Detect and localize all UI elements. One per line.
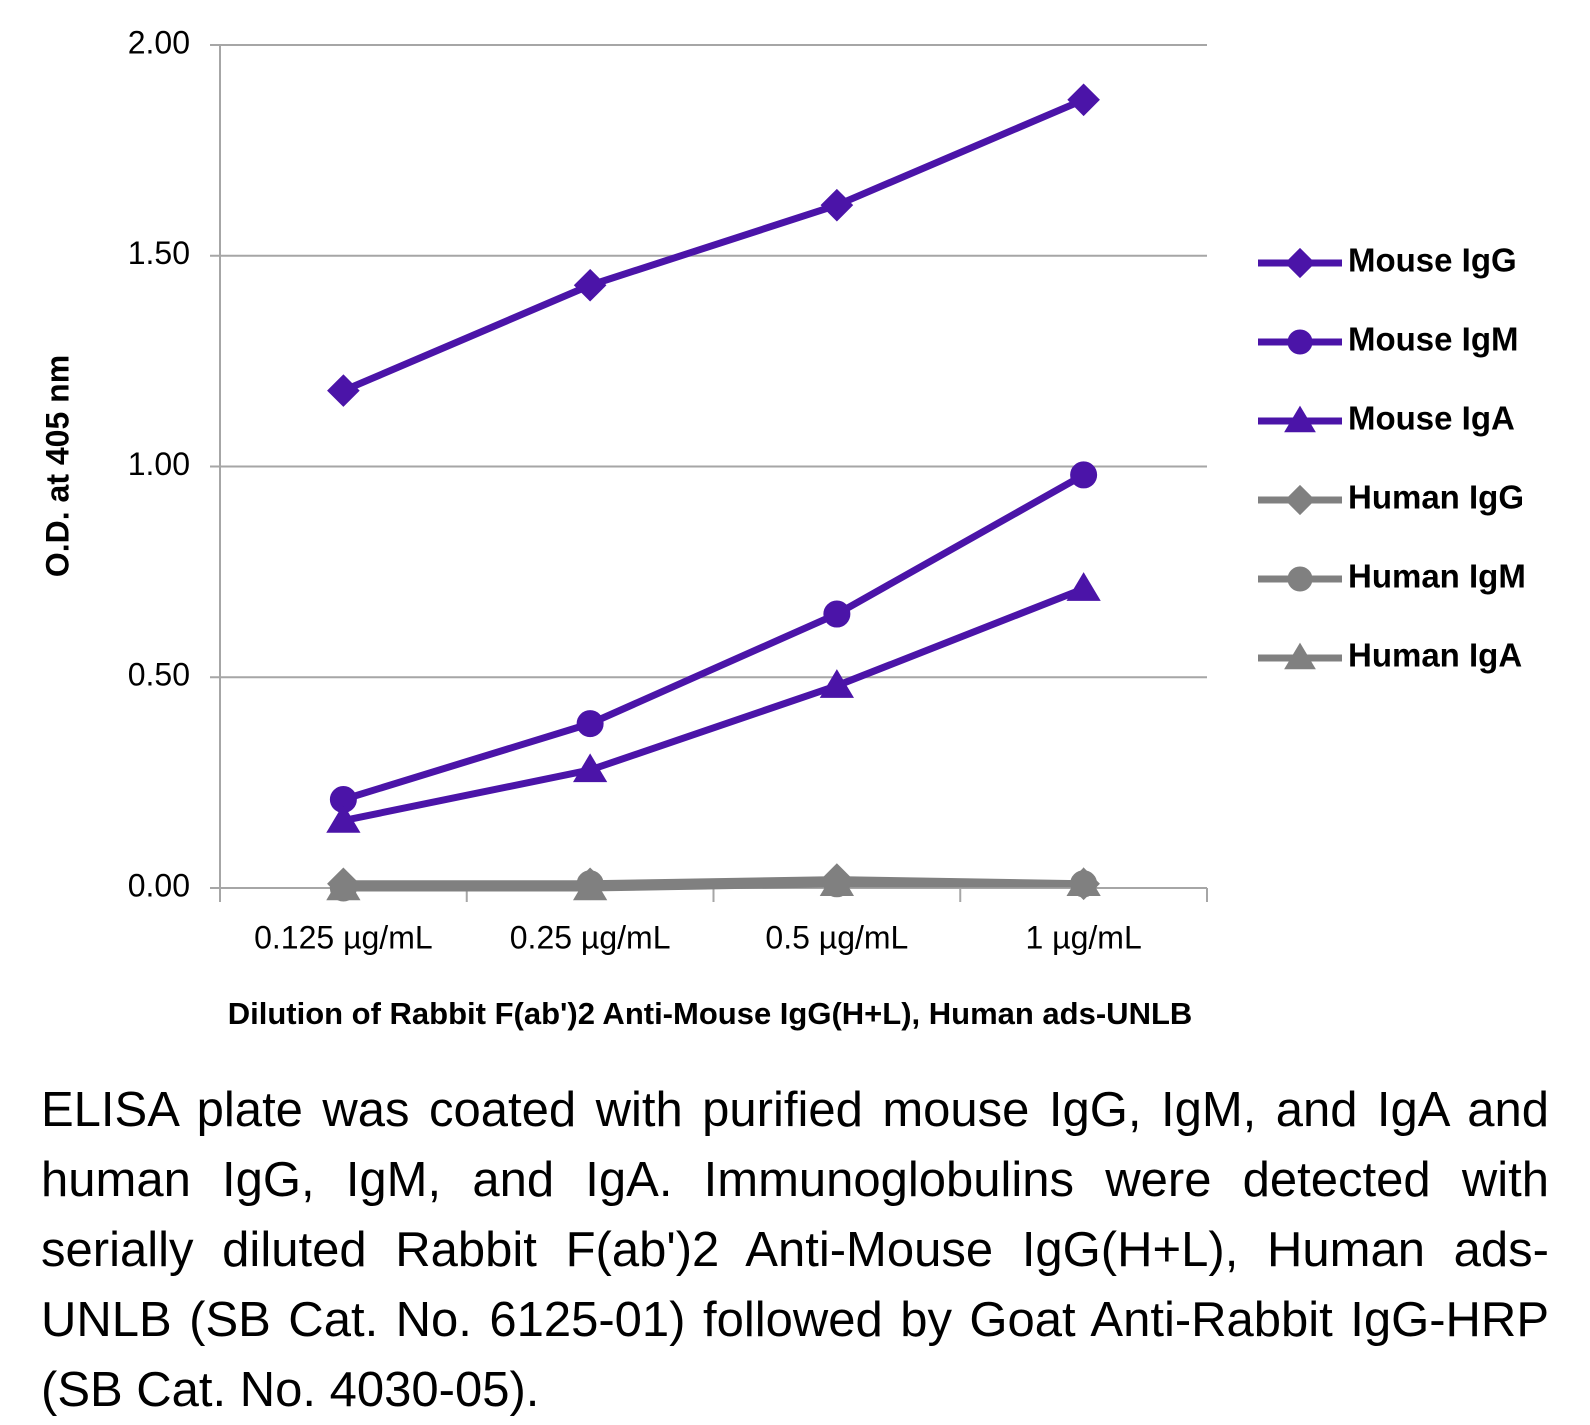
legend-marker [1287,566,1313,592]
data-point [572,871,608,901]
data-point [820,188,854,222]
x-tick-label: 0.5 µg/mL [765,919,908,955]
y-tick-label: 0.00 [128,867,190,903]
legend-label: Human IgM [1348,558,1526,595]
data-point [1066,572,1101,601]
x-tick-label: 0.25 µg/mL [510,919,671,955]
legend-marker [1284,405,1316,433]
y-tick-label: 1.00 [128,446,190,482]
data-point [819,669,855,698]
data-point [326,803,361,833]
chart: O.D. at 405 nm Dilution of Rabbit F(ab')… [39,24,1526,1031]
data-point [327,374,360,407]
y-axis-title: O.D. at 405 nm [39,355,75,577]
series-line [342,471,1086,803]
data-point [823,600,851,628]
series-line [343,880,1084,892]
legend-marker [1284,642,1316,670]
y-tick-label: 2.00 [128,24,190,60]
legend-label: Human IgA [1348,637,1522,674]
caption: ELISA plate was coated with purified mou… [41,1083,1549,1417]
x-tick-label: 1 µg/mL [1025,919,1141,955]
y-tick-label: 0.50 [128,657,190,693]
series-line [342,585,1085,824]
data-point [1066,867,1101,896]
legend-marker [1284,247,1316,279]
data-point [572,753,608,783]
legend-marker [1284,484,1316,516]
data-point [326,871,361,901]
data-point [1070,461,1098,489]
legend-marker [1287,329,1313,355]
y-tick-label: 1.50 [128,235,190,271]
data-point [576,710,604,738]
data-point [573,268,607,302]
legend-label: Mouse IgA [1348,400,1515,437]
data-point [819,867,855,896]
legend-label: Human IgG [1348,479,1524,516]
x-axis-title: Dilution of Rabbit F(ab')2 Anti-Mouse Ig… [228,996,1193,1031]
legend-label: Mouse IgG [1348,242,1517,279]
x-tick-label: 0.125 µg/mL [254,919,433,955]
legend-label: Mouse IgM [1348,321,1519,358]
data-point [1067,83,1100,117]
series-line [342,96,1085,394]
